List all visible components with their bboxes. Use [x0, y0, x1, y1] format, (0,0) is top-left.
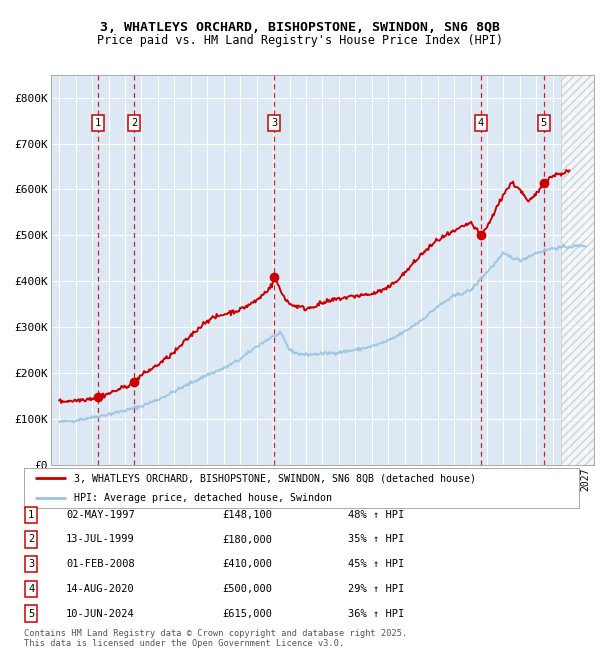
Text: Contains HM Land Registry data © Crown copyright and database right 2025.: Contains HM Land Registry data © Crown c…: [24, 629, 407, 638]
Text: 13-JUL-1999: 13-JUL-1999: [66, 534, 135, 545]
Text: 36% ↑ HPI: 36% ↑ HPI: [348, 608, 404, 619]
Bar: [561, 75, 594, 465]
Text: £615,000: £615,000: [222, 608, 272, 619]
Text: 4: 4: [28, 584, 34, 594]
Text: 01-FEB-2008: 01-FEB-2008: [66, 559, 135, 569]
Text: £410,000: £410,000: [222, 559, 272, 569]
Text: 4: 4: [478, 118, 484, 128]
Text: 14-AUG-2020: 14-AUG-2020: [66, 584, 135, 594]
Text: 2: 2: [131, 118, 137, 128]
Text: 45% ↑ HPI: 45% ↑ HPI: [348, 559, 404, 569]
Text: 02-MAY-1997: 02-MAY-1997: [66, 510, 135, 520]
Text: 1: 1: [28, 510, 34, 520]
Text: This data is licensed under the Open Government Licence v3.0.: This data is licensed under the Open Gov…: [24, 639, 344, 648]
Text: 5: 5: [28, 608, 34, 619]
Text: 10-JUN-2024: 10-JUN-2024: [66, 608, 135, 619]
Text: 35% ↑ HPI: 35% ↑ HPI: [348, 534, 404, 545]
Text: £500,000: £500,000: [222, 584, 272, 594]
Text: 5: 5: [541, 118, 547, 128]
Text: £180,000: £180,000: [222, 534, 272, 545]
Text: 2: 2: [28, 534, 34, 545]
Text: 29% ↑ HPI: 29% ↑ HPI: [348, 584, 404, 594]
Text: 1: 1: [94, 118, 101, 128]
Text: Price paid vs. HM Land Registry's House Price Index (HPI): Price paid vs. HM Land Registry's House …: [97, 34, 503, 47]
Text: 3: 3: [28, 559, 34, 569]
Text: 3: 3: [271, 118, 278, 128]
Text: 3, WHATLEYS ORCHARD, BISHOPSTONE, SWINDON, SN6 8QB: 3, WHATLEYS ORCHARD, BISHOPSTONE, SWINDO…: [100, 21, 500, 34]
Text: £148,100: £148,100: [222, 510, 272, 520]
Text: HPI: Average price, detached house, Swindon: HPI: Average price, detached house, Swin…: [74, 493, 332, 503]
Text: 3, WHATLEYS ORCHARD, BISHOPSTONE, SWINDON, SN6 8QB (detached house): 3, WHATLEYS ORCHARD, BISHOPSTONE, SWINDO…: [74, 473, 476, 483]
Text: 48% ↑ HPI: 48% ↑ HPI: [348, 510, 404, 520]
